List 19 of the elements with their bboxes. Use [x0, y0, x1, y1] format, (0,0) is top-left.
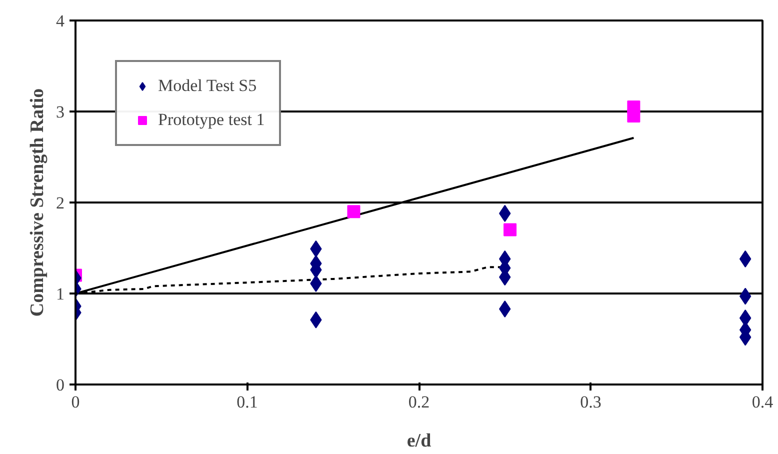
x-tick-label: 0.3: [580, 392, 602, 412]
legend-label: Model Test S5: [158, 76, 257, 96]
x-tick-label: 0.2: [408, 392, 430, 412]
y-tick-label: 4: [56, 12, 65, 30]
x-tick-label: 0: [71, 392, 80, 412]
point: [627, 110, 640, 123]
x-axis-title: e/d: [406, 430, 432, 452]
y-tick-label: 1: [56, 284, 64, 304]
x-tick-label: 0.4: [752, 392, 774, 412]
point: [504, 223, 517, 236]
point: [739, 288, 752, 305]
x-tick-label: 0.1: [236, 392, 258, 412]
point: [739, 250, 752, 268]
y-axis-title: Compressive Strength Ratio: [27, 88, 48, 317]
y-tick-label: 2: [56, 194, 64, 212]
y-tick-label: 0: [56, 376, 64, 394]
y-tick-label: 3: [56, 102, 64, 122]
legend-label: Prototype test 1: [158, 110, 265, 130]
point: [347, 205, 360, 218]
